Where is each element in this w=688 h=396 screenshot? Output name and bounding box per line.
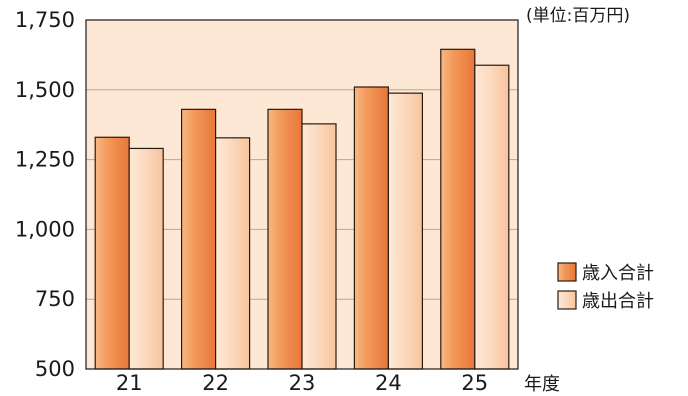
bars xyxy=(94,48,510,370)
x-tick-label: 23 xyxy=(289,371,316,395)
legend-label: 歳入合計 xyxy=(582,263,654,284)
x-axis-title: 年度 xyxy=(524,374,560,395)
y-tick-label: 750 xyxy=(35,287,75,311)
bar-expenditure-23 xyxy=(301,123,337,370)
bar-expenditure-24 xyxy=(387,92,423,370)
x-tick-label: 24 xyxy=(375,371,402,395)
x-tick-label: 22 xyxy=(202,371,229,395)
bar-revenue-23 xyxy=(267,108,303,370)
bar-revenue-22 xyxy=(181,108,217,370)
unit-label: (単位:百万円) xyxy=(526,6,630,26)
x-tick-label: 25 xyxy=(461,371,488,395)
legend-swatch xyxy=(557,262,577,282)
plot-border xyxy=(85,19,519,370)
bar-revenue-21 xyxy=(94,136,130,370)
y-tick-label: 1,250 xyxy=(15,148,75,172)
y-tick-label: 1,000 xyxy=(15,217,75,241)
y-tick-label: 1,500 xyxy=(15,78,75,102)
bar-revenue-24 xyxy=(353,86,389,370)
y-axis: 500 750 1,000 1,250 1,500 1,750 xyxy=(15,8,75,381)
legend-swatch xyxy=(557,290,577,310)
y-tick-label: 1,750 xyxy=(15,8,75,32)
x-tick-label: 21 xyxy=(116,371,143,395)
y-tick-label: 500 xyxy=(35,357,75,381)
x-axis: 21 22 23 24 25 xyxy=(116,371,488,395)
legend-label: 歳出合計 xyxy=(582,291,654,312)
bar-revenue-25 xyxy=(440,48,476,370)
bar-expenditure-22 xyxy=(215,137,251,370)
bar-expenditure-25 xyxy=(474,64,510,370)
bar-expenditure-21 xyxy=(128,147,164,370)
